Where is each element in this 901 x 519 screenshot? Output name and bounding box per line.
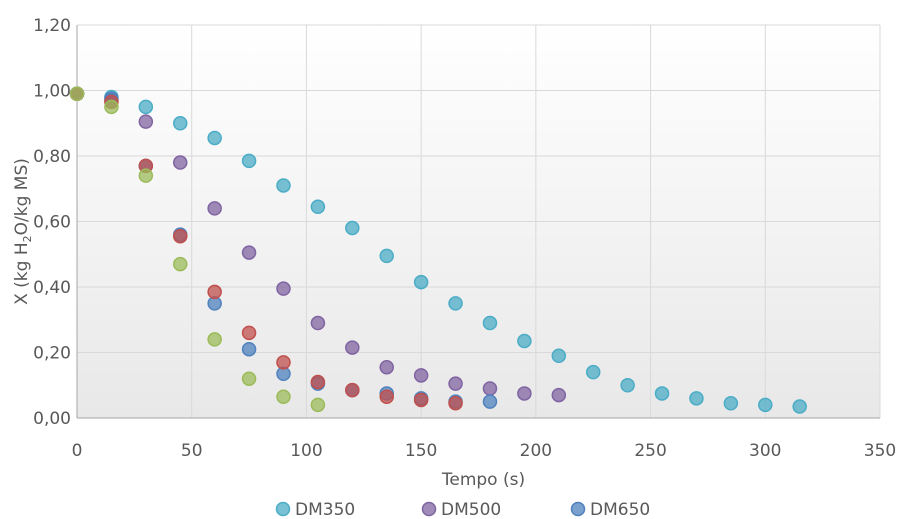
- series-4: [69, 86, 326, 413]
- legend-marker: [421, 501, 437, 517]
- y-tick-label: 0,60: [33, 213, 71, 233]
- legend-label: DM500: [441, 500, 501, 519]
- y-tick-labels: 0,00 0,20 0,40 0,60 0,80 1,00 1,20: [33, 16, 71, 429]
- data-point: [585, 364, 601, 380]
- data-point: [69, 86, 85, 102]
- data-point: [413, 274, 429, 290]
- data-point: [138, 114, 154, 129]
- data-point: [310, 397, 326, 413]
- data-point: [448, 396, 463, 411]
- legend-marker: [275, 501, 291, 517]
- data-point: [241, 341, 257, 357]
- data-point: [620, 378, 635, 393]
- data-point: [172, 228, 188, 244]
- legend-item: DM350: [275, 500, 355, 519]
- data-point: [345, 382, 360, 398]
- data-point: [413, 392, 429, 408]
- data-point: [276, 178, 291, 193]
- x-tick-label: 100: [290, 441, 322, 461]
- data-point: [654, 386, 670, 401]
- data-point: [104, 99, 119, 115]
- legend-item: DM500: [421, 500, 501, 519]
- data-points: [69, 86, 807, 414]
- data-point: [723, 396, 739, 411]
- data-point: [310, 374, 326, 390]
- y-tick-label: 0,00: [33, 409, 71, 429]
- legend-marker: [570, 501, 586, 517]
- y-tick-label: 0,80: [33, 147, 71, 167]
- y-tick-label: 1,00: [33, 82, 71, 102]
- x-tick-label: 300: [749, 441, 781, 461]
- data-point: [172, 256, 188, 272]
- data-point: [758, 397, 773, 413]
- y-axis-title-part-2: O/kg MS): [12, 158, 32, 235]
- x-tick-labels: 0 50 100 150 200 250 300 350: [72, 441, 897, 461]
- data-point: [310, 199, 326, 215]
- data-point: [551, 348, 567, 364]
- data-point: [241, 153, 257, 169]
- data-point: [138, 168, 154, 183]
- data-point: [345, 220, 360, 236]
- series-1: [69, 86, 567, 403]
- data-point: [138, 99, 154, 115]
- data-point: [207, 201, 222, 216]
- y-tick-label: 0,40: [33, 278, 71, 298]
- data-point: [517, 333, 532, 349]
- x-axis-title: Tempo (s): [441, 470, 525, 490]
- data-point: [207, 332, 222, 347]
- x-tick-label: 250: [634, 441, 666, 461]
- y-axis-title: X (kg H2O/kg MS): [12, 158, 34, 305]
- data-point: [276, 281, 291, 296]
- y-tick-label: 1,20: [33, 16, 71, 36]
- legend-label: DM650: [590, 500, 650, 519]
- data-point: [448, 296, 463, 311]
- data-point: [241, 245, 257, 260]
- data-point: [276, 355, 291, 370]
- data-point: [241, 371, 257, 386]
- legend-item: DM650: [570, 500, 650, 519]
- data-point: [172, 116, 188, 131]
- legend-label: DM350: [295, 500, 355, 519]
- x-tick-label: 350: [864, 441, 896, 461]
- data-point: [482, 381, 498, 396]
- data-point: [207, 130, 222, 146]
- y-tick-label: 0,20: [33, 344, 71, 364]
- data-point: [276, 389, 291, 404]
- data-point: [448, 376, 463, 391]
- data-point: [172, 155, 188, 170]
- data-point: [241, 325, 257, 341]
- data-point: [379, 248, 394, 264]
- data-point: [792, 399, 807, 414]
- data-point: [517, 386, 532, 401]
- data-point: [207, 284, 222, 300]
- data-point: [379, 389, 394, 404]
- y-axis-title-subscript: 2: [21, 235, 34, 242]
- y-axis-title-part-1: X (kg H: [12, 242, 32, 305]
- data-point: [689, 391, 704, 406]
- data-point: [482, 394, 498, 409]
- data-point: [379, 359, 394, 375]
- x-tick-label: 200: [520, 441, 552, 461]
- data-point: [310, 315, 326, 331]
- data-point: [551, 387, 567, 403]
- x-tick-label: 50: [181, 441, 203, 461]
- legend: DM350 DM500 DM650: [275, 500, 650, 519]
- x-tick-label: 150: [405, 441, 437, 461]
- data-point: [413, 368, 429, 383]
- data-point: [482, 315, 498, 331]
- data-point: [345, 340, 360, 355]
- x-tick-label: 0: [72, 441, 83, 461]
